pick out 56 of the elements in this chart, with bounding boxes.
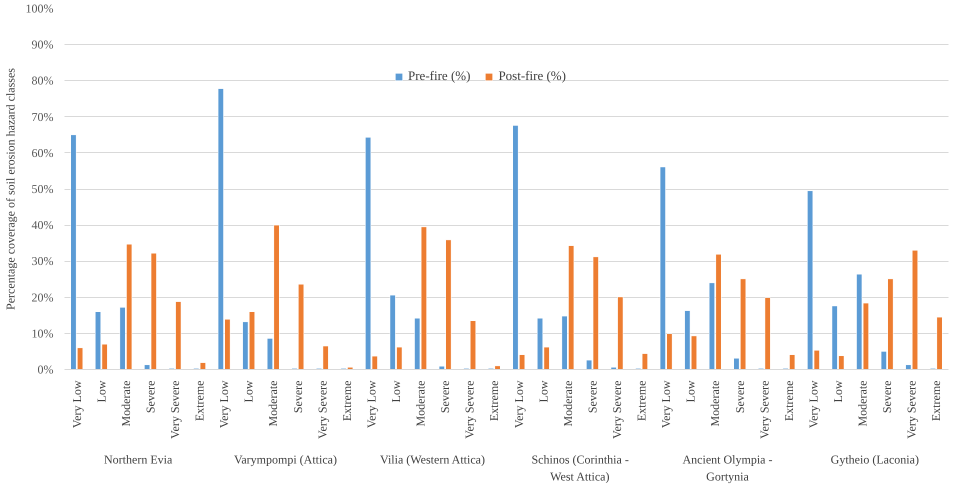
x-tick-label: Moderate [856, 380, 870, 426]
y-axis-title: Percentage coverage of soil erosion hazard classes [4, 68, 18, 310]
x-tick-label: Low [389, 380, 403, 402]
text: Northern Evia [104, 452, 173, 466]
y-tick-label: 70% [32, 110, 54, 124]
x-tick-label: Very Severe [315, 380, 330, 439]
x-tick-label: Very Severe [610, 380, 624, 439]
text: Varympompi (Attica) [234, 452, 337, 466]
x-tick-label: Moderate [560, 380, 575, 426]
x-tick-label: Very Low [217, 380, 232, 428]
x-tick-label: Very Low [659, 380, 674, 428]
x-tick-label: Severe [290, 380, 305, 414]
x-tick-label: Extreme [340, 380, 354, 422]
y-tick-label: 60% [32, 146, 54, 160]
text: Vilia (Western Attica) [380, 452, 485, 466]
x-tick-label: Low [242, 380, 256, 402]
x-tick-label: Extreme [929, 380, 944, 422]
y-tick-label: 100% [26, 2, 54, 16]
x-tick-label: Extreme [634, 380, 649, 422]
legend-label: Pre-fire (%) [408, 68, 470, 84]
x-tick-label: Extreme [192, 380, 207, 422]
x-tick-label: Very Low [512, 380, 526, 428]
x-tick-label: Severe [585, 380, 600, 414]
x-tick-label: Moderate [708, 380, 722, 426]
x-tick-label: Extreme [487, 380, 502, 422]
x-tick-label: Very Low [70, 380, 84, 428]
x-tick-label: Moderate [118, 380, 133, 426]
y-tick-label: 40% [32, 218, 54, 232]
x-tick-label: Low [684, 380, 698, 402]
x-tick-label: Low [536, 380, 550, 402]
text: Ancient Olympia - Gortynia [682, 452, 772, 484]
x-tick-label: Very Severe [757, 380, 772, 439]
y-tick-label: 20% [32, 290, 54, 304]
x-tick-label: Moderate [266, 380, 280, 426]
y-tick-label: 80% [32, 74, 54, 88]
x-tick-label: Very Low [806, 380, 820, 428]
x-tick-label: Low [94, 380, 108, 402]
y-tick-label: 90% [32, 38, 54, 52]
text: Schinos (Corinthia - West Attica) [532, 452, 629, 484]
x-tick-label: Severe [732, 380, 747, 414]
x-tick-label: Severe [880, 380, 894, 414]
x-tick-label: Severe [438, 380, 452, 414]
legend-label: Post-fire (%) [498, 68, 566, 84]
y-tick-label: 0% [38, 362, 54, 376]
x-tick-label: Very Severe [904, 380, 919, 439]
x-tick-label: Very Low [364, 380, 378, 428]
x-tick-label: Low [831, 380, 845, 402]
x-tick-label: Extreme [782, 380, 796, 422]
x-tick-label: Severe [143, 380, 158, 414]
y-tick-label: 50% [32, 182, 54, 196]
text: Gytheio (Laconia) [830, 452, 919, 466]
x-tick-label: Very Severe [462, 380, 477, 439]
x-tick-label: Very Severe [168, 380, 182, 439]
y-tick-label: 30% [32, 254, 54, 268]
x-tick-label: Moderate [414, 380, 428, 426]
y-tick-label: 10% [32, 326, 54, 340]
